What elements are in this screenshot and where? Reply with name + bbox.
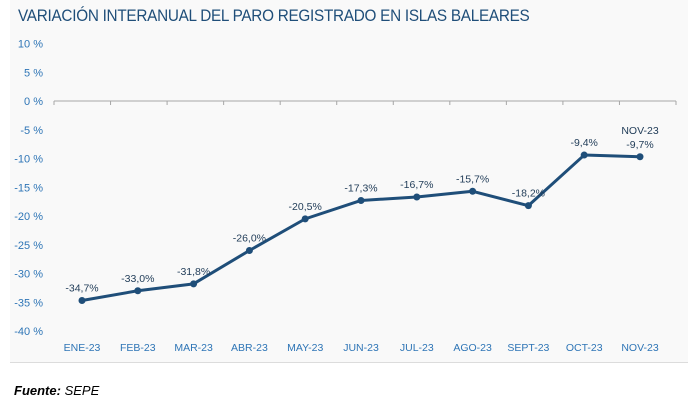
- x-tick-label: MAR-23: [174, 342, 213, 354]
- y-tick-label: -10 %: [14, 154, 43, 166]
- y-tick-label: -5 %: [20, 125, 43, 137]
- data-point: [245, 247, 253, 254]
- data-label: -34,7%: [65, 283, 98, 295]
- series-line: [81, 153, 641, 303]
- chart-area: VARIACIÓN INTERANUAL DEL PARO REGISTRADO…: [10, 0, 688, 363]
- x-tick-label: SEPT-23: [507, 342, 549, 354]
- y-tick-label: 10 %: [18, 39, 43, 51]
- x-tick-label: FEB-23: [120, 342, 156, 354]
- data-label: -33,0%: [121, 273, 154, 285]
- line-chart: 10 % 5 % 0 % -5 % -10 % -15 % -20 % -25 % -30 % -…: [14, 39, 677, 354]
- data-point: [134, 287, 142, 295]
- chart-title: VARIACIÓN INTERANUAL DEL PARO REGISTRADO…: [18, 6, 530, 25]
- x-tick-label: NOV-23: [621, 342, 659, 354]
- y-tick-label: 0 %: [24, 96, 43, 108]
- x-tick-label: MAY-23: [287, 342, 323, 354]
- y-tick-label: -35 %: [14, 297, 43, 309]
- y-tick-label: 5 %: [24, 67, 43, 79]
- data-label: -26,0%: [233, 233, 266, 245]
- x-tick-label: JUL-23: [400, 342, 434, 354]
- data-label: -18,2%: [512, 188, 545, 200]
- x-tick-label: AGO-23: [453, 342, 492, 354]
- data-label: -20,5%: [289, 201, 322, 213]
- data-point: [357, 196, 365, 204]
- data-label: -31,8%: [177, 266, 210, 278]
- data-label: -9,4%: [570, 137, 597, 149]
- data-label: -15,7%: [456, 173, 489, 185]
- x-tick-label: ABR-23: [231, 342, 268, 354]
- y-tick-label: -25 %: [14, 240, 43, 252]
- data-label-category: NOV-23: [621, 125, 659, 137]
- data-point: [524, 202, 532, 210]
- data-label: -9,7%: [626, 139, 653, 151]
- data-point: [78, 297, 86, 305]
- y-tick-label: -40 %: [14, 326, 43, 338]
- data-label: -16,7%: [400, 179, 433, 191]
- x-tick-label: JUN-23: [343, 342, 379, 354]
- data-label: -17,3%: [344, 182, 377, 194]
- data-point: [301, 215, 309, 223]
- y-tick-label: -15 %: [14, 182, 43, 194]
- data-point: [413, 193, 421, 201]
- x-tick-label: ENE-23: [64, 342, 101, 354]
- data-point: [469, 187, 477, 195]
- y-tick-label: -20 %: [14, 211, 43, 223]
- source-label: Fuente:: [14, 383, 61, 398]
- data-point: [580, 151, 588, 159]
- source-value: SEPE: [64, 383, 100, 398]
- source-note: Fuente: SEPE: [14, 383, 99, 398]
- data-point: [636, 153, 644, 161]
- x-tick-label: OCT-23: [566, 342, 603, 354]
- y-tick-label: -30 %: [14, 269, 43, 281]
- data-point: [190, 280, 198, 288]
